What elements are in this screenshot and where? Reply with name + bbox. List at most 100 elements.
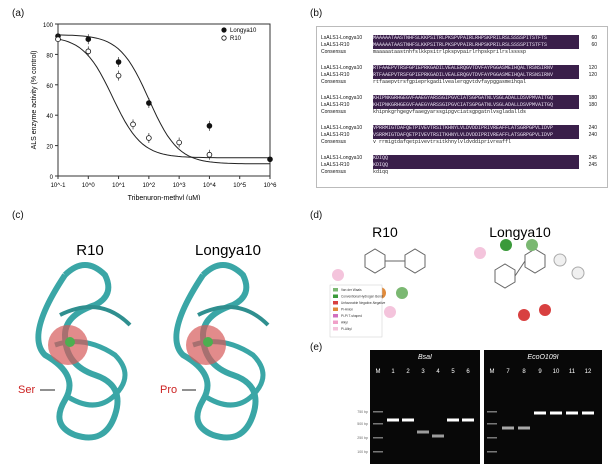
alignment-row-label: LsALS1-R10 (321, 42, 350, 48)
alignment-row: LsALS1-Longya10 RTFAAEPVTRSFGPIEPRKGADILV… (321, 65, 603, 72)
gel-left (370, 350, 480, 464)
alignment-position: 245 (588, 162, 597, 168)
alignment-sequence: VPRRMIGTDAFQETPIVEVTRSITKHNYLVLDVDDIPRIV… (373, 125, 579, 132)
panel-label-e: (e) (310, 342, 323, 353)
alignment-row: LsALS1-R10 RTFAAEPVTRSFGPIEPRKGADILVEALER… (321, 72, 603, 79)
alignment-row-label: LsALS1-Longya10 (321, 65, 363, 71)
sequence-alignment: LsALS1-Longya10 MAAAAATAASTNHFSLKKPSITRLP… (316, 26, 608, 188)
interaction-title-longya10: Longya10 (489, 224, 551, 240)
ladder-size-label: 750 bp (357, 410, 368, 414)
alignment-position: 240 (588, 132, 597, 138)
alignment-row-label: LsALS1-R10 (321, 132, 350, 138)
ligand-r10 (364, 248, 426, 274)
legend-swatch (333, 301, 338, 305)
interaction-title-r10: R10 (372, 224, 398, 240)
data-point (206, 123, 213, 129)
legend-entry: Pi-Alkyl (341, 327, 352, 331)
alignment-row: Consensus khipnkgrhgegvfaaegyarssgipgvcia… (321, 109, 603, 116)
alignment-row-label: Consensus (321, 79, 347, 85)
legend-marker (221, 35, 227, 41)
fit-curve-r10 (57, 38, 270, 159)
legend-swatch (333, 314, 338, 318)
residue-label-pro: Pro (160, 384, 177, 396)
alignment-sequence: KHIPNKGRHGEGVFAAEGYARSSGIPGVCIATSGPGATNL… (373, 102, 579, 109)
interaction-legend: Van der Waals Conventional Hydrogen Bond U… (329, 284, 386, 338)
legend-entry: Conventional Hydrogen Bond (341, 295, 383, 299)
alignment-sequence: KDIQQ (373, 155, 579, 162)
panel-label-d: (d) (310, 210, 323, 221)
alignment-row-label: LsALS1-Longya10 (321, 95, 363, 101)
plot-frame (57, 23, 271, 177)
legend-swatch (333, 327, 338, 331)
alignment-row: Consensus v rrmigtdafqetpivevtrsitkhnylvl… (321, 139, 603, 146)
x-axis-label: Tribenuron-methyl (uM) (128, 195, 201, 200)
x-tick-label: 10^0 (82, 183, 95, 189)
alignment-sequence: khipnkgrhgegvfaaegyarssgipgvciatsgpgatnl… (373, 109, 527, 115)
alignment-position: 60 (591, 42, 597, 48)
panel-label-b: (b) (310, 8, 323, 19)
alignment-position: 180 (588, 95, 597, 101)
alignment-row: Consensus kdiqq (321, 169, 603, 176)
x-tick-label: 10^3 (173, 183, 186, 189)
panel-label-a: (a) (12, 8, 25, 19)
structure-title-r10: R10 (76, 242, 104, 259)
data-point (267, 156, 273, 163)
dose-response-chart: 0 20 40 60 80 100 10^-1 10^0 10^1 10^2 10^3 10^4 10^… (31, 23, 277, 200)
alignment-position: 240 (588, 125, 597, 131)
structure-title-longya10: Longya10 (195, 242, 261, 259)
alignment-position: 245 (588, 155, 597, 161)
alignment-row: LsALS1-R10 MAAAAATAASTNHFSLKKPSITRLPKSPVP… (321, 42, 603, 49)
legend-entry: Van der Waals (341, 288, 362, 292)
legend-label: R10 (230, 36, 242, 42)
legend-entry: Pi-Anion (341, 308, 353, 312)
y-tick-label: 20 (46, 145, 53, 151)
alignment-sequence: MAAAAATAASTNHFSLKKPSITRLPKSPVPAIRLRHPSKP… (373, 35, 579, 42)
y-tick-label: 40 (46, 114, 53, 120)
ligand-longya10 (494, 248, 546, 289)
legend-label: Longya10 (230, 28, 257, 34)
alignment-row: LsALS1-Longya10 KHIPNKGRHGEGVFAAEGYARSSGI… (321, 95, 603, 102)
legend-swatch (333, 320, 338, 324)
ladder-size-label: 100 bp (357, 450, 368, 454)
alignment-row-label: Consensus (321, 169, 347, 175)
alignment-position: 120 (588, 72, 597, 78)
data-point (130, 121, 136, 128)
alignment-row-label: LsALS1-Longya10 (321, 125, 363, 131)
legend-swatch (333, 294, 338, 298)
gel-right (484, 350, 602, 464)
legend-swatch (333, 288, 338, 292)
alignment-sequence: MAAAAATAASTNHFSLKKPSITRLPKSPVPAIRLRHPSKP… (373, 42, 579, 49)
protein-structures: R10 Longya10 Ser Pro (18, 242, 270, 441)
data-point (146, 100, 152, 106)
data-point (206, 151, 213, 158)
alignment-row-label: LsALS1-R10 (321, 72, 350, 78)
alignment-row-label: Consensus (321, 49, 347, 55)
alignment-row-label: Consensus (321, 139, 347, 145)
ladder-size-label: 250 bp (357, 436, 368, 440)
data-point (176, 139, 182, 146)
alignment-row: LsALS1-Longya10 VPRRMIGTDAFQETPIVEVTRSITK… (321, 125, 603, 132)
alignment-row-label: LsALS1-Longya10 (321, 155, 363, 161)
alignment-row-label: LsALS1-Longya10 (321, 35, 363, 41)
fit-curve-longya10 (57, 34, 270, 165)
alignment-sequence: v rrmigtdafqetpivevtrsitkhnylvldvddipriv… (373, 139, 512, 145)
alignment-position: 60 (591, 35, 597, 41)
data-point (146, 135, 152, 141)
residue-label-ser: Ser (18, 384, 35, 396)
ladder-size-label: 500 bp (357, 422, 368, 426)
protein-ribbon-r10 (35, 262, 132, 441)
x-tick-label: 10^1 (112, 183, 125, 189)
x-tick-label: 10^2 (142, 183, 155, 189)
alignment-row: Consensus maaaaataastnhfslkkpsitrlpkspvpa… (321, 49, 603, 56)
alignment-row-label: LsALS1-R10 (321, 162, 350, 168)
y-tick-label: 80 (46, 53, 53, 59)
alignment-sequence: VSRRMIGTDAFQETPIVEVTRSITKHNYLVLDVDDIPRIV… (373, 132, 579, 139)
alignment-sequence: KHIPNKGRHGEGVFAAEGYARSSGIPGVCIATSGPGATNL… (373, 95, 579, 102)
alignment-sequence: RTFAAEPVTRSFGPIEPRKGADILVEALERQGVTDVFAYP… (373, 72, 579, 79)
alignment-position: 120 (588, 65, 597, 71)
panel-label-c: (c) (12, 210, 24, 221)
data-point (115, 72, 122, 79)
alignment-row-label: Consensus (321, 109, 347, 115)
legend-marker (221, 27, 227, 33)
protein-ribbon-longya10 (173, 262, 270, 441)
